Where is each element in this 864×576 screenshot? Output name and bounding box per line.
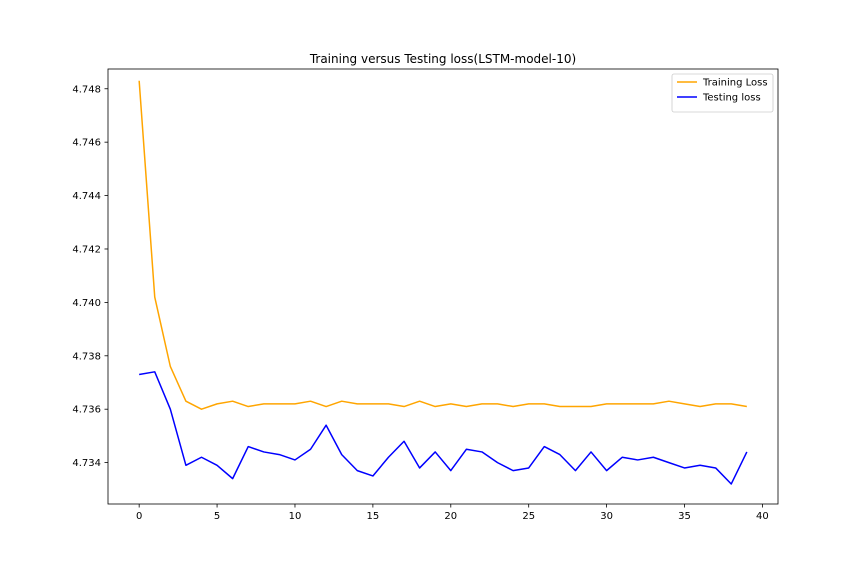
x-tick-label: 35 xyxy=(678,511,691,522)
y-tick-label: 4.740 xyxy=(72,298,101,309)
legend-label: Training Loss xyxy=(702,78,768,89)
legend-box xyxy=(671,73,774,113)
y-axis: 4.734 4.736 4.738 4.740 4.742 4.744 4.746 4.748 xyxy=(72,84,108,469)
series-line-testing-loss xyxy=(139,371,748,485)
y-tick-label: 4.744 xyxy=(72,191,101,202)
x-tick-label: 10 xyxy=(289,511,302,522)
plot-frame xyxy=(107,68,779,505)
series-lines xyxy=(138,80,748,485)
y-tick-label: 4.734 xyxy=(72,458,101,469)
x-axis: 0 5 10 15 20 25 30 35 40 xyxy=(136,504,769,522)
y-tick-label: 4.738 xyxy=(72,351,101,362)
y-tick-label: 4.742 xyxy=(72,244,101,255)
x-tick-label: 0 xyxy=(136,511,142,522)
series-line-training-loss xyxy=(138,80,747,410)
x-tick-label: 25 xyxy=(522,511,535,522)
x-tick-label: 30 xyxy=(600,511,613,522)
chart-title: Training versus Testing loss(LSTM-model-… xyxy=(309,52,576,66)
x-tick-label: 20 xyxy=(444,511,457,522)
y-tick-label: 4.748 xyxy=(72,84,101,95)
x-tick-label: 5 xyxy=(214,511,220,522)
legend: Training Loss Testing loss xyxy=(671,73,774,113)
x-tick-label: 40 xyxy=(756,511,769,522)
legend-label: Testing loss xyxy=(702,93,761,104)
y-tick-label: 4.736 xyxy=(72,405,101,416)
x-tick-label: 15 xyxy=(367,511,380,522)
y-tick-label: 4.746 xyxy=(72,138,101,149)
